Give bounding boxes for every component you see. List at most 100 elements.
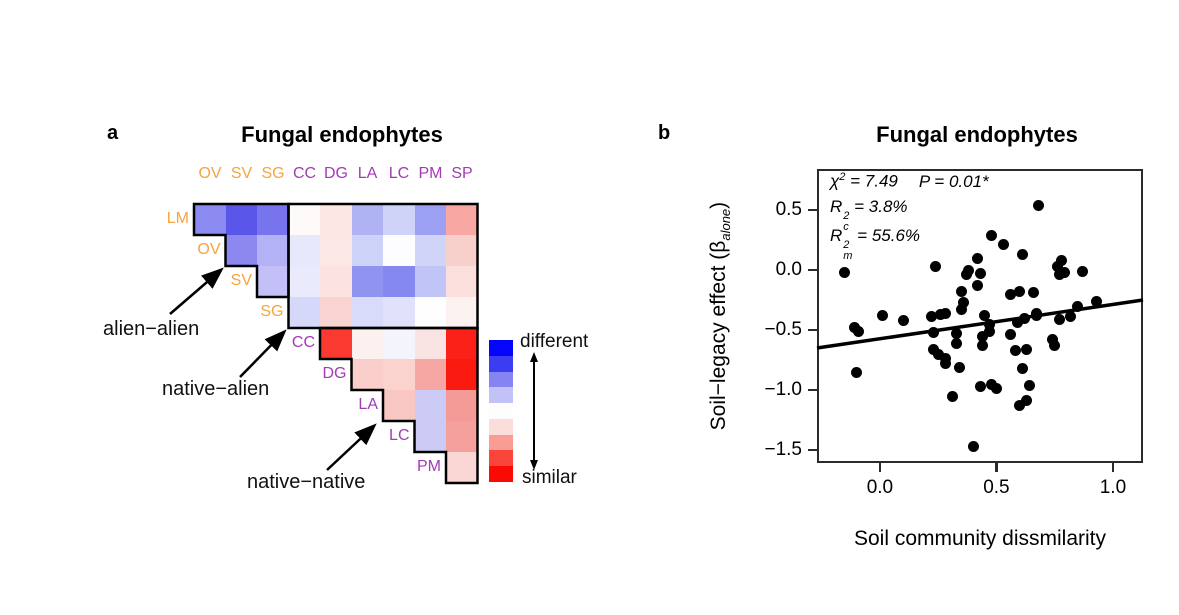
annotation-native-native: native−native <box>247 471 366 493</box>
panel-a-title: Fungal endophytes <box>241 122 443 147</box>
heatmap-cell-OV-LA <box>351 235 383 266</box>
scatter-point <box>1032 199 1044 211</box>
scatter-point <box>1072 300 1084 312</box>
scatter-point <box>997 239 1009 251</box>
scatter-point <box>1018 312 1030 324</box>
column-label-LC: LC <box>388 165 410 182</box>
heatmap-cell-OV-PM <box>414 235 446 266</box>
x-tick-label: 1.0 <box>1099 477 1127 498</box>
heatmap-cell-SV-SP <box>446 266 478 297</box>
scatter-point <box>974 380 986 392</box>
scatter-point <box>1021 395 1033 407</box>
heatmap-cell-SV-LA <box>351 266 383 297</box>
beta-subscript: alone <box>718 208 734 241</box>
scatter-point <box>939 358 951 370</box>
scatter-point <box>967 440 979 452</box>
scatter-point <box>946 390 958 402</box>
heatmap-cell-LA-LC <box>383 390 415 421</box>
scatter-point <box>930 260 942 272</box>
scatter-point <box>1014 286 1026 298</box>
heatmap-cell-SV-PM <box>414 266 446 297</box>
scatter-point <box>839 266 851 278</box>
heatmap-cell-LM-CC <box>288 204 320 235</box>
scatter-point <box>1053 269 1065 281</box>
y-tick <box>808 448 817 452</box>
x-tick <box>878 463 882 472</box>
scatter-point <box>1023 379 1035 391</box>
r2c-subscript: c <box>843 221 849 233</box>
heatmap-cell-CC-PM <box>414 328 446 359</box>
heatmap-cell-OV-SG <box>257 235 289 266</box>
heatmap-cell-OV-SV <box>225 235 257 266</box>
row-label-DG: DG <box>322 365 347 382</box>
x-tick <box>1111 463 1115 472</box>
row-label-PM: PM <box>417 458 441 475</box>
legend-colorbar <box>489 340 513 483</box>
y-axis-label: Soil−legacy effect (βalone) <box>706 201 734 431</box>
heatmap-cell-CC-SP <box>446 328 478 359</box>
chi-symbol: χ <box>830 171 840 191</box>
heatmap-cell-LC-PM <box>414 421 446 452</box>
r2m-exponent: 2 <box>843 239 850 251</box>
heatmap-cell-OV-SP <box>446 235 478 266</box>
legend-label-similar: similar <box>522 467 577 488</box>
row-label-LA: LA <box>358 396 378 413</box>
scatter-point <box>955 286 967 298</box>
x-tick-label: 0.0 <box>866 477 894 498</box>
legend-color-step-6 <box>489 418 513 435</box>
x-tick-label: 0.5 <box>983 477 1010 498</box>
row-label-SG: SG <box>260 303 284 320</box>
legend-color-step-7 <box>489 434 513 451</box>
scatter-point <box>951 337 963 349</box>
heatmap-cell-OV-DG <box>320 235 352 266</box>
heatmap-cell-SG-DG <box>320 297 352 328</box>
heatmap-cell-SV-DG <box>320 266 352 297</box>
r2m-value: = 55.6% <box>852 226 921 245</box>
scatter-point <box>876 310 888 322</box>
scatter-point <box>939 307 951 319</box>
heatmap-cell-DG-LC <box>383 359 415 390</box>
r-symbol: R <box>830 197 843 216</box>
scatter-point <box>990 383 1002 395</box>
scatter-point <box>1009 344 1021 356</box>
scatter-point <box>962 264 974 276</box>
heatmap-cell-SG-LC <box>383 297 415 328</box>
heatmap-cell-SV-CC <box>288 266 320 297</box>
y-tick-label: −0.5 <box>764 319 802 341</box>
heatmap-cell-LM-SV <box>225 204 257 235</box>
heatmap-cell-LM-LA <box>351 204 383 235</box>
heatmap-cell-LC-SP <box>446 421 478 452</box>
heatmap-cell-DG-PM <box>414 359 446 390</box>
scatter-point <box>976 340 988 352</box>
scatter-point <box>1021 343 1033 355</box>
heatmap-cell-SG-SP <box>446 297 478 328</box>
x-axis-label: Soil community dissmilarity <box>853 527 1107 550</box>
scatter-point <box>1056 254 1068 266</box>
legend-color-step-1 <box>489 340 513 356</box>
column-label-CC: CC <box>292 165 317 182</box>
y-tick-label: −1.0 <box>764 379 802 401</box>
column-label-PM: PM <box>418 165 443 182</box>
scatter-point <box>972 252 984 264</box>
y-tick <box>808 328 817 332</box>
scatter-point <box>928 326 939 338</box>
scatter-point <box>1016 362 1028 374</box>
heatmap-cell-DG-LA <box>351 359 383 390</box>
legend-color-step-9 <box>489 466 513 483</box>
heatmap-cell-PM-SP <box>446 452 478 483</box>
scatter-point <box>851 366 863 378</box>
x-tick <box>995 463 998 472</box>
heatmap-cell-CC-DG <box>320 328 352 359</box>
heatmap-cell-OV-LC <box>383 235 415 266</box>
heatmap-cell-LM-SG <box>257 204 289 235</box>
y-tick <box>808 268 817 272</box>
legend-color-step-4 <box>489 387 513 404</box>
legend-color-step-3 <box>489 371 513 388</box>
scatter-point <box>1091 295 1103 307</box>
r2m-subscript: m <box>843 250 853 262</box>
y-tick-label: −1.5 <box>764 439 802 461</box>
scatter-point <box>1053 313 1065 325</box>
heatmap-cell-SG-CC <box>288 297 320 328</box>
